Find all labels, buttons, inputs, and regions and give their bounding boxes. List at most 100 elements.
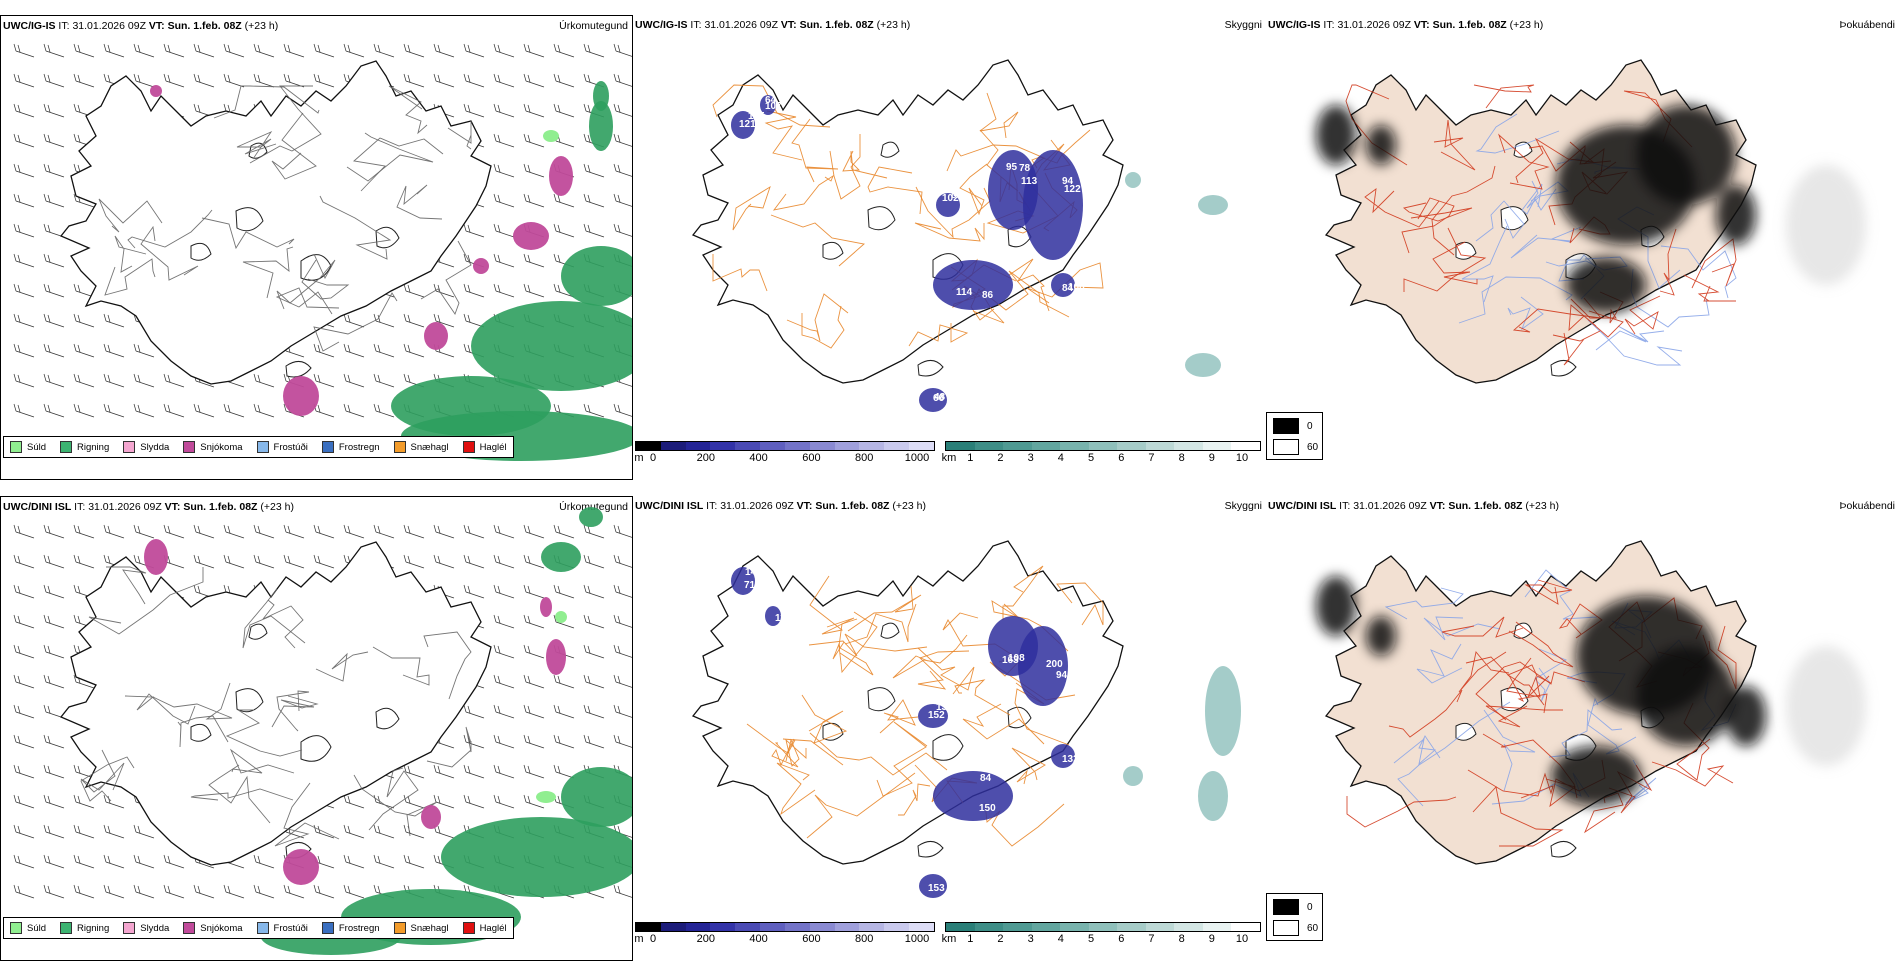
legend-swatch [123,441,136,453]
legend-label: Snjókoma [200,922,243,934]
precip-legend-item: Snæhagl [393,441,449,453]
ceiling-value-label: 64 [765,95,777,106]
colorbar-tick: 10 [1235,452,1249,464]
precip-legend-item: Súld [10,922,46,934]
legend-swatch [1273,439,1299,455]
colorbar-tick: 4 [1057,933,1064,945]
legend-swatch [321,922,334,934]
colorbar-tick: 7 [1148,452,1155,464]
colorbar-tick: 1 [967,452,974,464]
fog-legend-item: 60 [1273,920,1322,936]
legend-swatch [10,441,22,453]
legend-label: 60 [1307,441,1319,453]
precip-legend-item: Haglél [462,922,507,934]
panel-title: UWC/IG-IS IT: 31.01.2026 09Z VT: Sun. 1.… [3,20,279,32]
legend-label: Snjókoma [200,441,243,453]
legend-label: Súld [27,441,47,453]
colorbar-tick: 2 [997,452,1004,464]
panel-title: UWC/IG-IS IT: 31.01.2026 09Z VT: Sun. 1.… [635,19,911,31]
colorbar-tick: 3 [1027,452,1034,464]
fog-panel-top: UWC/IG-IS IT: 31.01.2026 09Z VT: Sun. 1.… [1266,15,1899,480]
panel-field-label: Skyggni [1224,19,1262,31]
ceiling-visibility-map: 9512286102185107100667894114861216484481… [691,59,1228,412]
legend-label: Rigning [77,441,110,453]
fog-legend-top: 0 60 [1266,412,1323,460]
legend-label: 0 [1307,901,1313,913]
precip-legend-item: Rigning [60,441,109,453]
ceiling-value-label: 95 [1006,162,1018,173]
legend-label: Slydda [140,441,170,453]
legend-label: Snæhagl [410,441,449,453]
precip-map [13,507,632,955]
colorbar-tick: 4 [1057,452,1064,464]
ceiling-value-label: 78 [1019,163,1031,174]
ceiling-value-label: 108 [1008,653,1025,664]
ceiling-value-label: 144 [745,567,762,578]
fog-legend-item: 0 [1273,899,1322,915]
legend-label: Frostregn [338,441,380,453]
precip-legend-item: Haglél [462,441,507,453]
legend-swatch [256,922,269,934]
ceiling-panel-top: UWC/IG-IS IT: 31.01.2026 09Z VT: Sun. 1.… [633,15,1266,480]
precip-legend: Súld Rigning Slydda Snjókoma Frostúði Frostre… [3,436,514,458]
legend-swatch [462,922,475,934]
legend-swatch [60,922,73,934]
ceiling-colorbar: m 0 200 400 600 800 1000 [634,441,935,467]
panel-title: UWC/DINI ISL IT: 31.01.2026 09Z VT: Sun.… [635,500,926,512]
colorbar-tick: 5 [1087,933,1095,945]
legend-label: Slydda [140,922,170,934]
ceiling-value-label: 102 [942,193,959,204]
colorbar-tick: 2 [997,933,1004,945]
colorbar-tick: 8 [1178,933,1185,945]
colorbar-unit: m [634,933,644,945]
colorbar-tick: 1000 [904,933,930,945]
fog-map [1316,59,1866,384]
colorbar-tick: 600 [802,933,821,945]
panel-title: UWC/IG-IS IT: 31.01.2026 09Z VT: Sun. 1.… [1268,19,1544,31]
ceiling-value-label: 100 [1068,282,1085,293]
colorbar-unit: m [634,452,644,464]
colorbar-tick: 8 [1178,452,1185,464]
ceiling-value-label: 48 [934,392,946,403]
colorbar-tick: 600 [802,452,821,464]
ceiling-value-label: 150 [979,803,996,814]
precip-legend-item: Snjókoma [183,922,243,934]
fog-legend-item: 60 [1273,439,1322,455]
legend-swatch [1273,920,1299,936]
legend-swatch [1273,418,1299,434]
colorbar-unit: km [941,933,957,945]
ceiling-value-label: 122 [1064,184,1081,195]
ceiling-value-label: 134 [936,702,953,713]
ceiling-value-label: 94 [1062,176,1074,187]
legend-swatch [183,441,196,453]
ceiling-value-label: 200 [1046,659,1063,670]
colorbar-unit: km [941,452,957,464]
ceiling-value-label: 71 [744,580,756,591]
legend-label: Rigning [77,922,110,934]
ceiling-value-label: 132 [1062,754,1079,765]
precip-panel-bottom: UWC/DINI ISL IT: 31.01.2026 09Z VT: Sun.… [0,496,633,961]
precip-legend-item: Frostregn [321,441,380,453]
ceiling-value-label: 114 [956,287,973,298]
precip-legend-item: Frostregn [321,922,380,934]
colorbar-tick: 400 [749,933,768,945]
legend-swatch [183,922,196,934]
panel-field-label: Skyggni [1224,500,1262,512]
precip-legend-item: Frostúði [256,922,308,934]
precip-map [13,43,632,461]
precip-legend: Súld Rigning Slydda Snjókoma Frostúði Frostre… [3,917,514,939]
ceiling-value-label: 163 [1002,655,1019,666]
legend-label: Súld [27,922,47,934]
legend-label: Frostregn [338,922,380,934]
precip-panel-top: UWC/IG-IS IT: 31.01.2026 09Z VT: Sun. 1.… [0,15,633,480]
legend-swatch [321,441,334,453]
legend-swatch [393,922,406,934]
panel-title: UWC/DINI ISL IT: 31.01.2026 09Z VT: Sun.… [3,501,294,513]
colorbar-tick: 200 [696,933,715,945]
ceiling-value-label: 121 [739,119,756,130]
ceiling-value-label: 153 [928,883,945,894]
legend-swatch [123,922,136,934]
colorbar-tick: 3 [1027,933,1034,945]
colorbar-tick: 5 [1087,452,1095,464]
precip-legend-item: Slydda [123,441,169,453]
